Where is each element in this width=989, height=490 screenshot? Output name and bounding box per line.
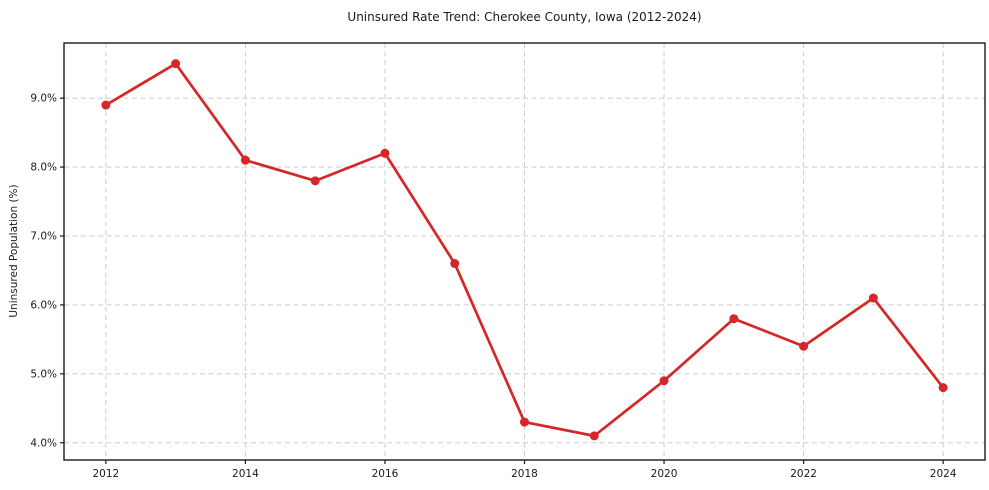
data-point — [380, 148, 390, 158]
y-tick-label: 8.0% — [30, 162, 57, 174]
data-point — [450, 259, 460, 269]
data-point — [799, 341, 809, 351]
chart-title: Uninsured Rate Trend: Cherokee County, I… — [347, 10, 702, 24]
data-point — [240, 155, 250, 165]
y-tick-label: 5.0% — [30, 368, 57, 380]
x-tick-label: 2022 — [790, 468, 817, 480]
x-tick-label: 2014 — [232, 468, 259, 480]
y-tick-label: 4.0% — [30, 437, 57, 449]
x-tick-label: 2018 — [511, 468, 538, 480]
x-tick-label: 2016 — [372, 468, 399, 480]
data-point — [520, 417, 529, 427]
data-point — [729, 314, 739, 324]
y-tick-label: 9.0% — [30, 93, 57, 105]
x-tick-label: 2020 — [651, 468, 678, 480]
data-point — [659, 376, 669, 386]
data-point — [938, 383, 948, 393]
y-tick-label: 6.0% — [30, 300, 57, 312]
x-tick-label: 2024 — [930, 468, 957, 480]
x-tick-label: 2012 — [92, 468, 119, 480]
data-point — [868, 293, 878, 303]
data-point — [589, 431, 599, 441]
y-tick-label: 7.0% — [30, 231, 57, 243]
data-point — [171, 59, 181, 69]
data-point — [101, 100, 111, 110]
data-point — [310, 176, 320, 186]
